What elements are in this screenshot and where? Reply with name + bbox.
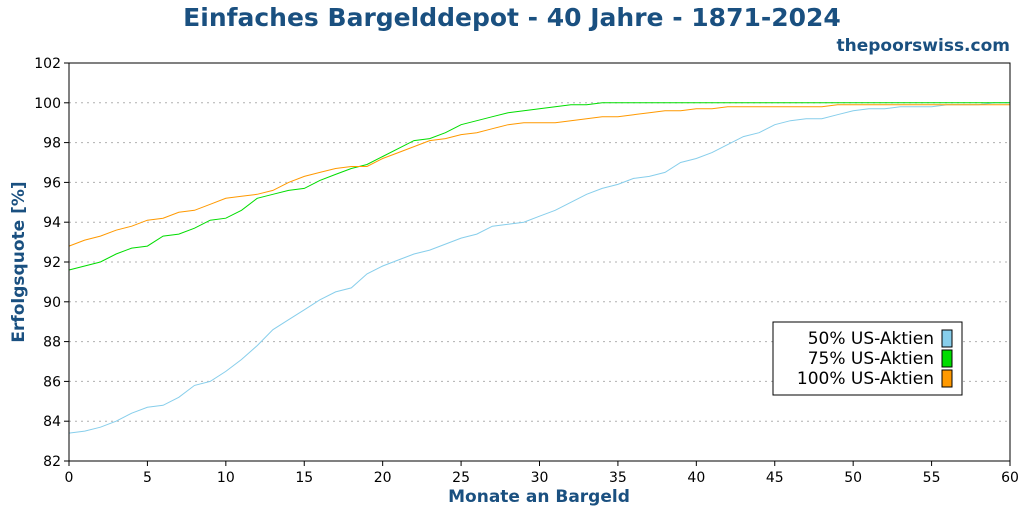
x-tick-label: 55: [923, 470, 941, 486]
legend-label: 50% US-Aktien: [808, 329, 934, 349]
series-line-1: [68, 102, 1010, 434]
chart-title: Einfaches Bargelddepot - 40 Jahre - 1871…: [183, 3, 841, 32]
x-tick-label: 20: [374, 470, 392, 486]
series-line-2: [68, 102, 1010, 271]
y-tick-label: 88: [43, 335, 61, 351]
grid: [69, 102, 1010, 422]
x-tick-label: 5: [143, 470, 152, 486]
x-tick-label: 60: [1001, 470, 1019, 486]
y-axis-label: Erfolgsquote [%]: [9, 181, 29, 342]
x-tick-label: 30: [531, 470, 549, 486]
legend-box: [772, 321, 963, 396]
legend-label: 75% US-Aktien: [808, 349, 934, 369]
y-tick-label: 96: [43, 175, 61, 191]
legend-swatch: [941, 349, 953, 368]
x-tick-label: 10: [217, 470, 235, 486]
y-tick-label: 82: [43, 454, 61, 470]
series-line-3: [68, 104, 1010, 247]
y-tick-label: 94: [43, 215, 61, 231]
x-tick-label: 50: [844, 470, 862, 486]
y-tick-label: 84: [43, 414, 61, 430]
x-axis-label: Monate an Bargeld: [448, 487, 630, 507]
legend-swatch: [941, 329, 953, 348]
x-tick-label: 15: [295, 470, 313, 486]
series-lines: [68, 102, 1010, 434]
x-tick-label: 25: [452, 470, 470, 486]
y-tick-label: 90: [43, 295, 61, 311]
y-tick-label: 92: [43, 255, 61, 271]
legend-label: 100% US-Aktien: [797, 369, 934, 389]
y-tick-label: 98: [43, 136, 61, 152]
x-tick-label: 45: [766, 470, 784, 486]
x-tick-label: 35: [609, 470, 627, 486]
x-tick-label: 40: [687, 470, 705, 486]
site-label: thepoorswiss.com: [837, 36, 1011, 56]
y-tick-label: 86: [43, 374, 61, 390]
axis-ticks: 82 84 86 88 90 92 94 96 98 100 102 0 5 10 15 20 25 30 35 40…: [34, 56, 1019, 486]
y-tick-label: 100: [34, 96, 61, 112]
y-tick-label: 102: [34, 56, 61, 72]
legend-swatch: [941, 369, 953, 388]
x-tick-label: 0: [65, 470, 74, 486]
